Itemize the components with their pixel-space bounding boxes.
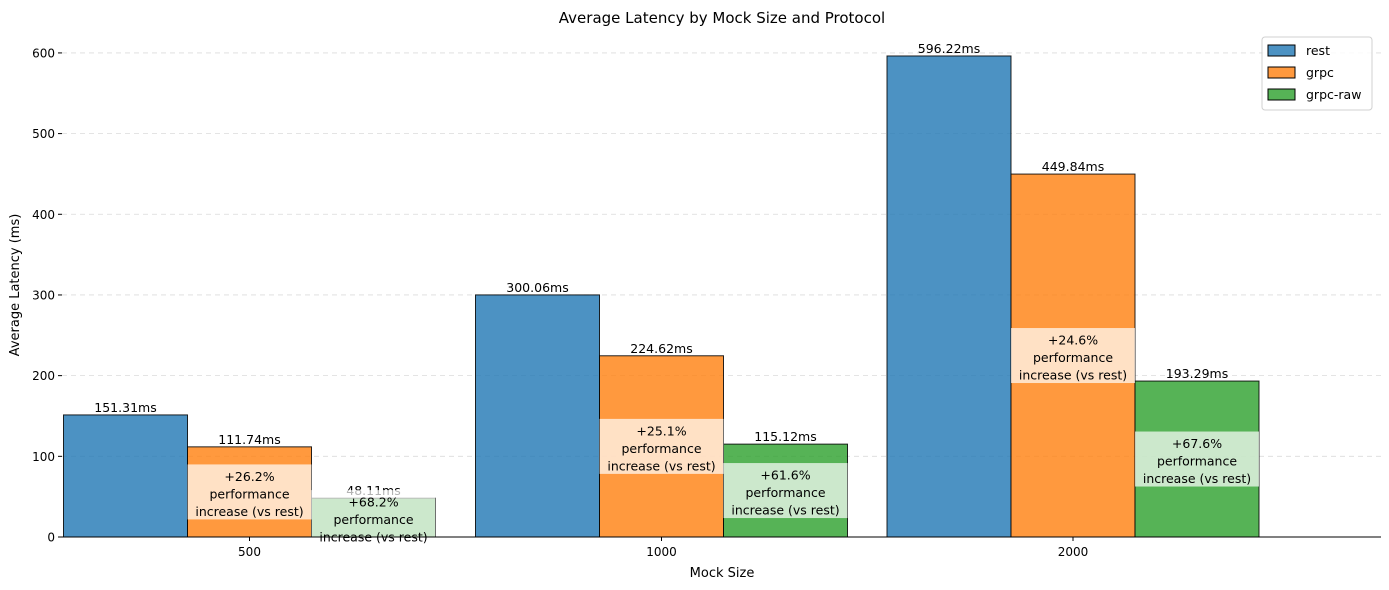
- annotation-text: +25.1% performance increase (vs rest): [607, 423, 715, 473]
- y-tick-label: 100: [32, 450, 55, 464]
- annotation-box: [1011, 328, 1135, 384]
- y-tick-label: 0: [47, 531, 55, 545]
- annotation-box: [311, 490, 436, 546]
- annotation-box: [723, 463, 848, 519]
- bar-value-label: 224.62ms: [630, 341, 692, 356]
- legend-label-grpc-raw: grpc-raw: [1306, 87, 1361, 102]
- bar-rest-1000: [475, 294, 600, 538]
- legend: rest grpc grpc-raw: [1261, 36, 1373, 111]
- y-tick-label: 300: [32, 288, 55, 302]
- bar-rest-2000: [886, 55, 1012, 538]
- bar-value-label: 115.12ms: [754, 429, 816, 444]
- annotation-text: +24.6% performance increase (vs rest): [1019, 333, 1127, 383]
- legend-swatch-rest: [1267, 44, 1296, 57]
- annotation-text: +26.2% performance increase (vs rest): [195, 469, 303, 519]
- x-tick-label: 2000: [1058, 545, 1089, 559]
- x-axis-label: Mock Size: [690, 566, 755, 581]
- legend-label-rest: rest: [1306, 43, 1330, 58]
- bar-rest-500: [63, 414, 188, 538]
- bar-value-label: 151.31ms: [94, 400, 156, 415]
- bar-value-label: 193.29ms: [1166, 366, 1228, 381]
- y-tick-label: 500: [32, 127, 55, 141]
- annotation-box: [1135, 431, 1259, 487]
- chart-title: Average Latency by Mock Size and Protoco…: [559, 9, 885, 27]
- annotation-text: +67.6% performance increase (vs rest): [1143, 436, 1251, 486]
- y-tick-label: 600: [32, 46, 55, 60]
- annotation-box: [187, 464, 312, 520]
- axes: 0 100 200 300 400 500 600 500 1000 2000: [32, 46, 1381, 559]
- bar-value-label: 596.22ms: [918, 41, 980, 56]
- legend-label-grpc: grpc: [1306, 65, 1334, 80]
- bar-value-label: 449.84ms: [1042, 159, 1104, 174]
- y-tick-label: 400: [32, 208, 55, 222]
- legend-swatch-grpc-raw: [1267, 88, 1296, 101]
- y-tick-label: 200: [32, 369, 55, 383]
- x-tick-label: 1000: [646, 545, 677, 559]
- x-tick-label: 500: [238, 545, 261, 559]
- annotation-box: [599, 418, 724, 474]
- bar-value-label: 111.74ms: [218, 432, 280, 447]
- y-axis-label: Average Latency (ms): [8, 214, 23, 357]
- bar-value-label: 300.06ms: [506, 280, 568, 295]
- annotations: +26.2% performance increase (vs rest) +25.1…: [187, 328, 1259, 546]
- legend-swatch-grpc: [1267, 66, 1296, 79]
- annotation-text: +61.6% performance increase (vs rest): [731, 468, 839, 518]
